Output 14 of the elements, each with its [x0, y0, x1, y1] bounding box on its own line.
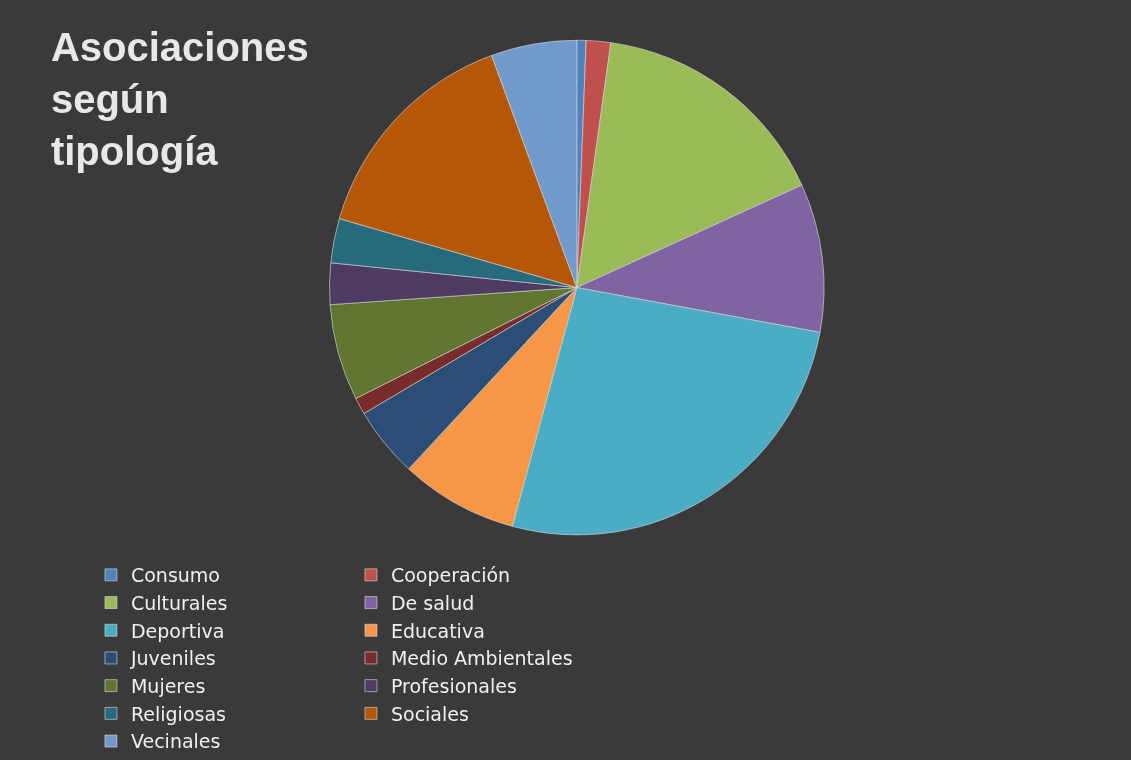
legend-label: Educativa	[390, 619, 485, 642]
legend-label: Profesionales	[390, 675, 517, 698]
legend-label: Sociales	[390, 702, 469, 725]
legend-label: Mujeres	[130, 675, 206, 698]
text: Asociaciones según tipología	[50, 24, 309, 173]
legend-label: Cooperación	[390, 564, 511, 587]
legend-label: Deportiva	[130, 619, 225, 642]
legend-label: De salud	[390, 591, 475, 614]
legend-label: Medio Ambientales	[390, 647, 573, 670]
legend-label: Consumo	[130, 564, 220, 587]
legend-label: Vecinales	[130, 730, 221, 753]
legend-label: Culturales	[130, 591, 228, 614]
legend-label: Juveniles	[129, 647, 216, 670]
legend-label: Religiosas	[130, 702, 226, 725]
